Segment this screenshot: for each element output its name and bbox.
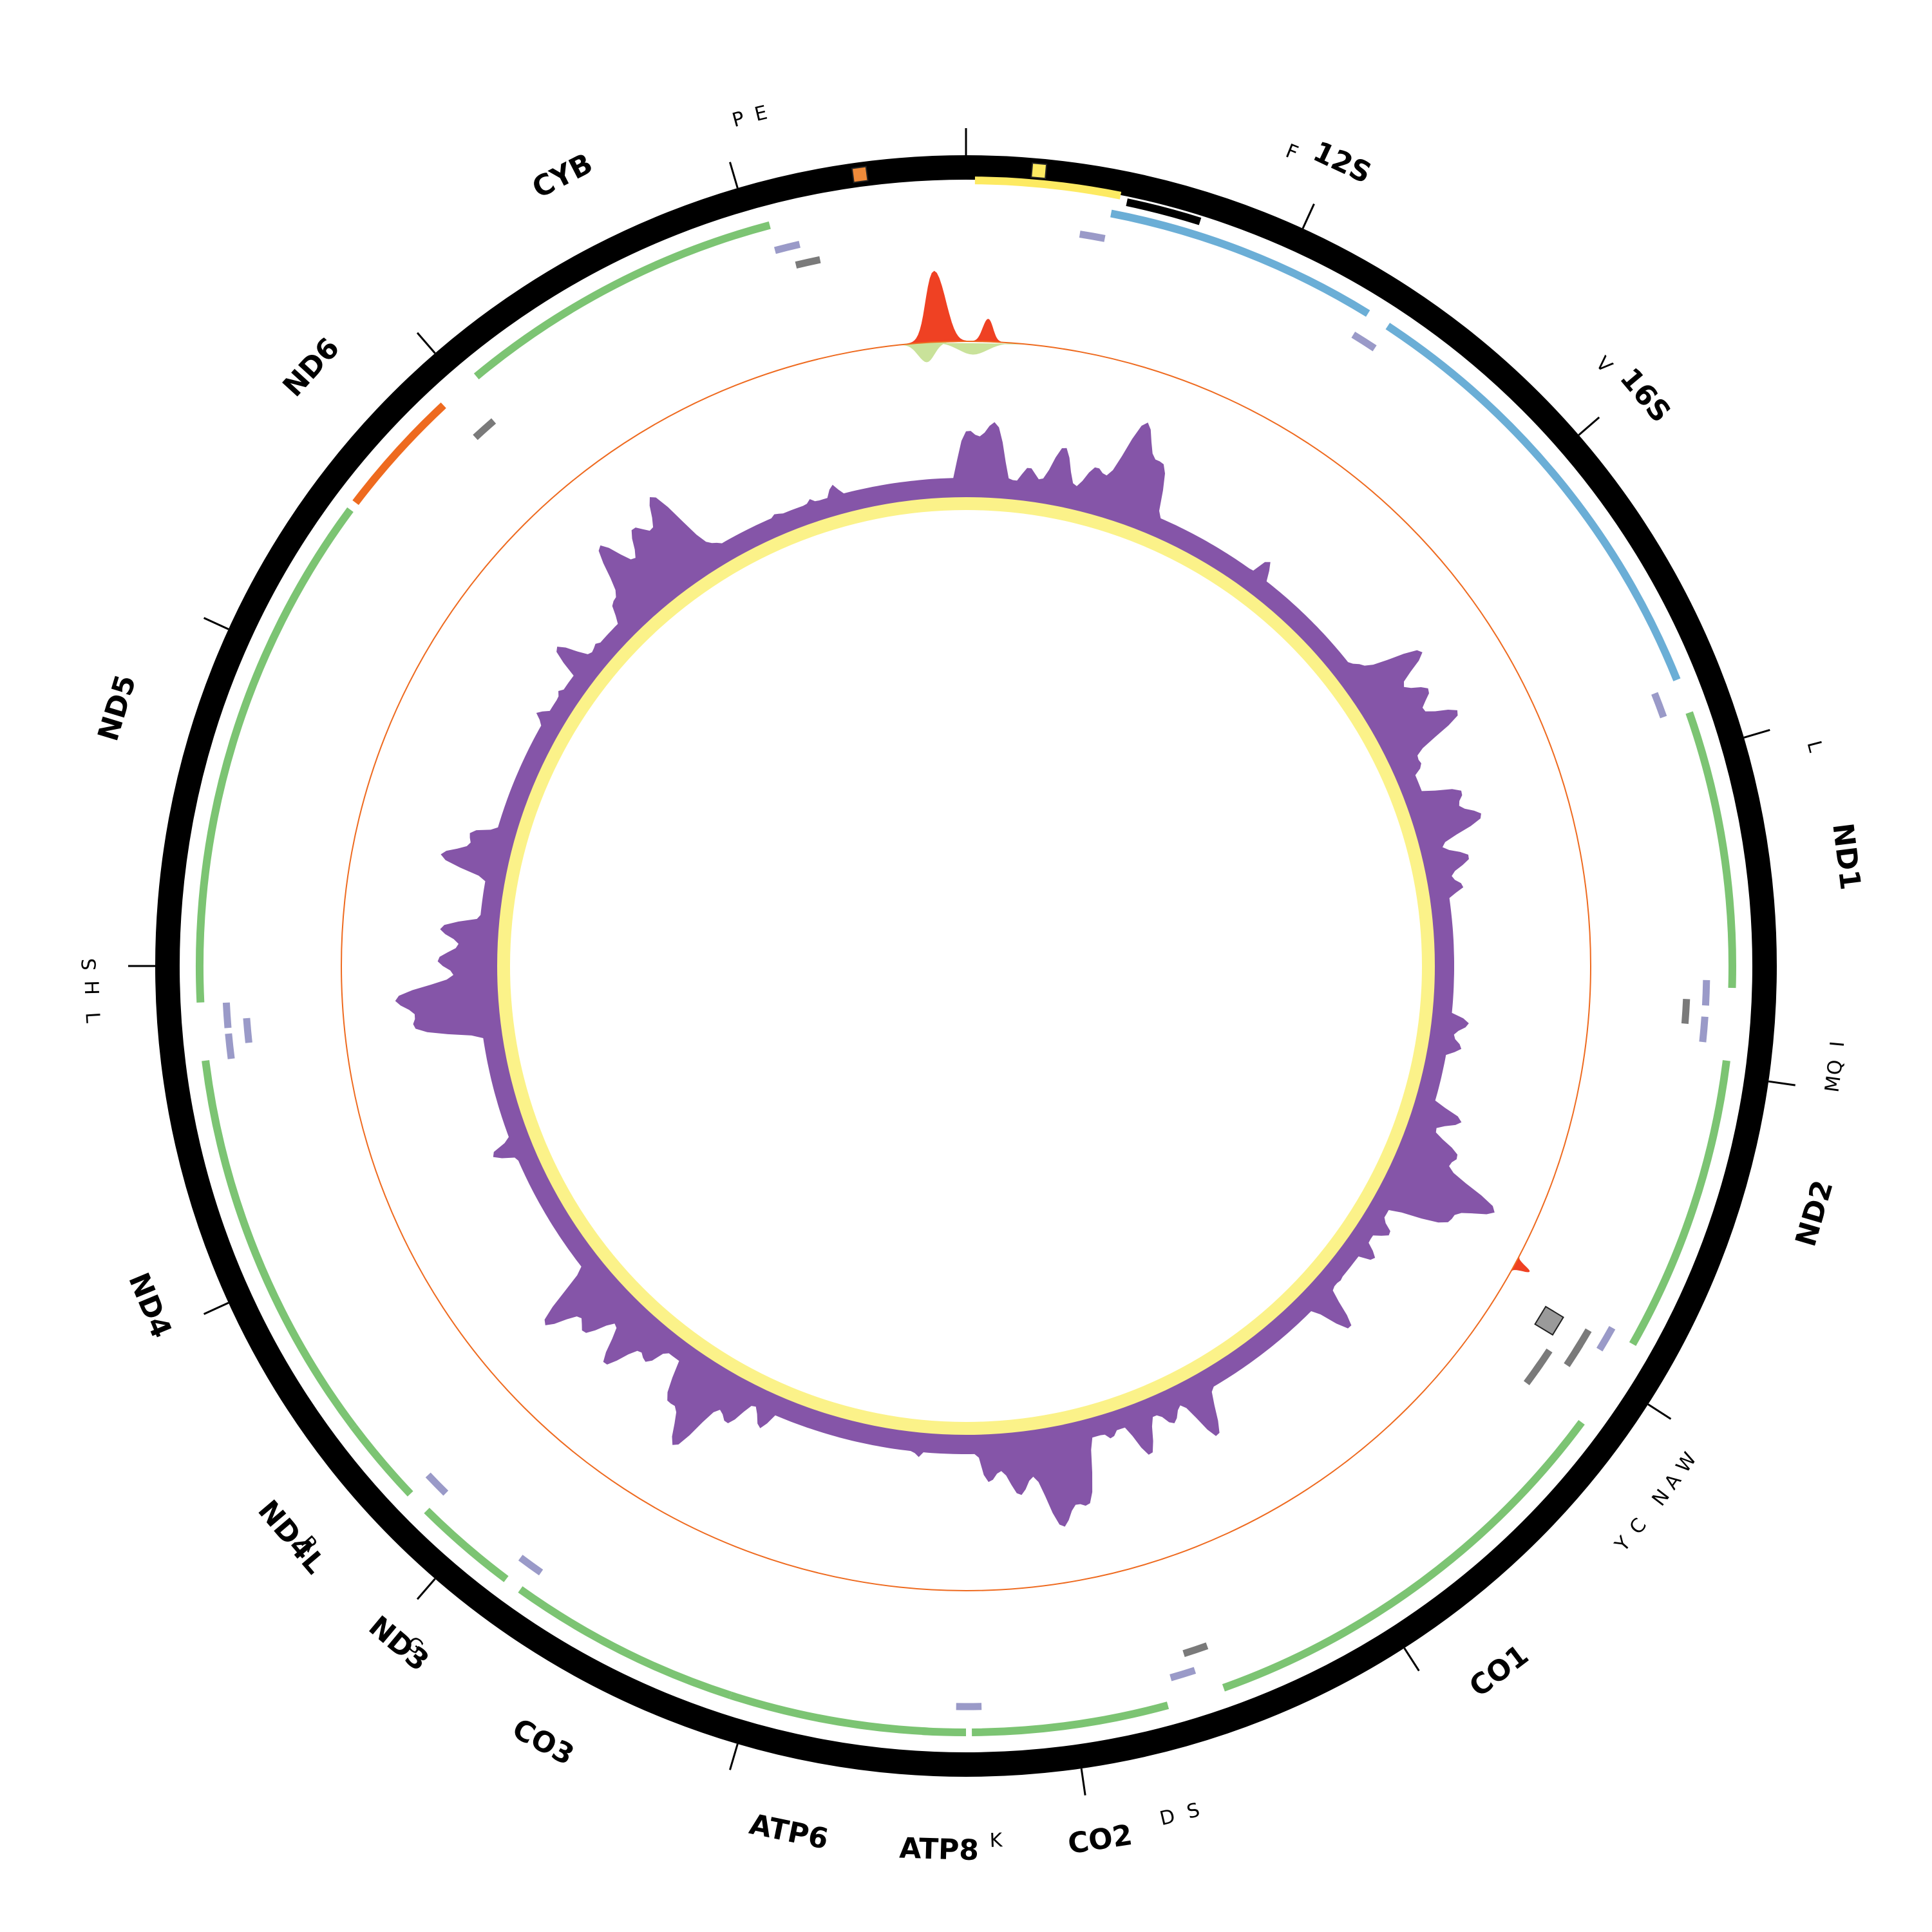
trna-label-i: I <box>1826 1040 1850 1048</box>
scale-tick <box>1768 1080 1795 1086</box>
scale-tick <box>1578 416 1600 436</box>
backbone-ring <box>155 155 1777 1777</box>
gene-label-nd4l: ND4L <box>251 1494 331 1580</box>
trna-mark-w <box>1596 1326 1616 1352</box>
gene-label-atp6: ATP6 <box>746 1808 831 1856</box>
trna-label-c: C <box>1625 1514 1651 1539</box>
trna-label-f: F <box>1282 140 1301 165</box>
trna-label-s: S <box>1184 1799 1202 1824</box>
scale-tick <box>1647 1403 1672 1420</box>
gene-label-nd4: ND4 <box>122 1268 178 1343</box>
scale-tick <box>203 1302 229 1315</box>
cyb-marker <box>851 166 869 184</box>
trna-label-m: M <box>1821 1074 1846 1094</box>
trna-mark-p <box>795 256 821 269</box>
trna-mark-r <box>425 1472 449 1496</box>
trna-label-l: L <box>1803 739 1827 755</box>
gene-arc-nd5 <box>195 507 354 1003</box>
gene-arc-nd4 <box>202 1060 357 1430</box>
trna-mark-l <box>222 1002 232 1028</box>
trna-label-k: K <box>989 1829 1003 1852</box>
trna-mark-l <box>1651 692 1667 719</box>
scale-tick <box>729 1743 739 1770</box>
trna-label-a: A <box>1660 1470 1687 1494</box>
gene-arc-atp8 <box>922 1727 967 1737</box>
coverage-dip-main <box>897 341 954 363</box>
trna-label-d: D <box>1158 1805 1178 1830</box>
trna-mark-y <box>1523 1361 1544 1385</box>
gene-label-co2: CO2 <box>1066 1819 1135 1861</box>
genome-backbone <box>155 155 1777 1777</box>
trna-mark-g <box>518 1555 544 1576</box>
scale-tick <box>1403 1647 1420 1672</box>
trna-label-q: Q <box>1823 1059 1848 1077</box>
scale-tick <box>729 162 739 189</box>
trna-mark-n <box>1564 1342 1584 1367</box>
trna-label-l: L <box>80 1012 104 1024</box>
scale-tick <box>416 332 436 354</box>
trna-mark-h <box>225 1033 235 1059</box>
scale-tick <box>1743 729 1770 739</box>
repeat-region-arc <box>1126 198 1202 225</box>
scale-tick <box>1302 203 1315 229</box>
gene-arc-atp6 <box>729 1691 929 1736</box>
trna-label-w: W <box>1672 1448 1701 1477</box>
scale-tick <box>1080 1768 1086 1795</box>
coverage-peak-main <box>906 270 969 345</box>
gene-arc-co1 <box>1222 1420 1585 1692</box>
gene-arc-16s <box>1385 323 1681 681</box>
gene-arc-nd6 <box>352 402 446 506</box>
gene-arc-12s <box>1110 209 1370 317</box>
gene-label-12s: 12S <box>1308 135 1376 191</box>
gene-label-cyb: CYB <box>527 147 598 205</box>
trna-label-h: H <box>80 980 103 995</box>
gene-label-nd6: ND6 <box>276 332 346 403</box>
gene-label-nd1: ND1 <box>1826 821 1866 891</box>
trna-mark-t <box>773 241 800 254</box>
trna-mark-m <box>1699 1016 1709 1043</box>
gc-skew-inner-fill <box>510 510 1422 1422</box>
trna-label-y: Y <box>1610 1532 1635 1557</box>
gene-arc-co2 <box>972 1701 1170 1736</box>
gene-arc-co3 <box>518 1586 732 1700</box>
coverage-track <box>897 270 1530 1273</box>
gene-arc-nd2 <box>1629 1060 1730 1347</box>
gene-arc-nd4l <box>350 1425 413 1497</box>
gc-skew-track <box>395 422 1495 1527</box>
scale-tick <box>203 617 229 630</box>
gene-label-atp8: ATP8 <box>899 1832 980 1868</box>
control-region-arc <box>974 176 1122 200</box>
trna-mark-i <box>1701 980 1710 1006</box>
scale-ticks <box>128 128 1795 1795</box>
coverage-peak-origin <box>971 319 1005 343</box>
gene-arc-cyb <box>473 221 771 380</box>
gene-label-nd2: ND2 <box>1790 1177 1840 1250</box>
trna-label-n: N <box>1648 1485 1674 1510</box>
gene-label-co3: CO3 <box>507 1712 579 1772</box>
scale-tick <box>416 1578 436 1600</box>
gene-label-nd5: ND5 <box>91 671 142 744</box>
trna-mark-f <box>1079 231 1106 242</box>
coverage-baseline-circle <box>341 341 1591 1591</box>
coverage-peak-nd2 <box>1510 1255 1530 1273</box>
trna-mark-d <box>1170 1667 1197 1681</box>
trna-mark-s <box>1182 1642 1209 1658</box>
trna-mark-v <box>1351 332 1377 352</box>
feature-track <box>195 162 1736 1737</box>
gene-arc-nd3 <box>424 1508 509 1582</box>
trna-cluster-marker <box>1534 1305 1564 1336</box>
gene-label-16s: 16S <box>1613 362 1677 429</box>
trna-label-e: E <box>752 101 770 126</box>
trna-label-v: V <box>1591 352 1617 377</box>
trna-mark-e <box>473 418 497 440</box>
trna-label-s: S <box>78 958 100 971</box>
gene-label-co1: CO1 <box>1463 1638 1535 1703</box>
trna-label-p: P <box>730 107 747 132</box>
trna-mark-s <box>243 1018 252 1043</box>
origin-marker <box>1030 162 1048 180</box>
trna-mark-q <box>1681 998 1690 1024</box>
gene-arc-nd1 <box>1685 711 1736 989</box>
